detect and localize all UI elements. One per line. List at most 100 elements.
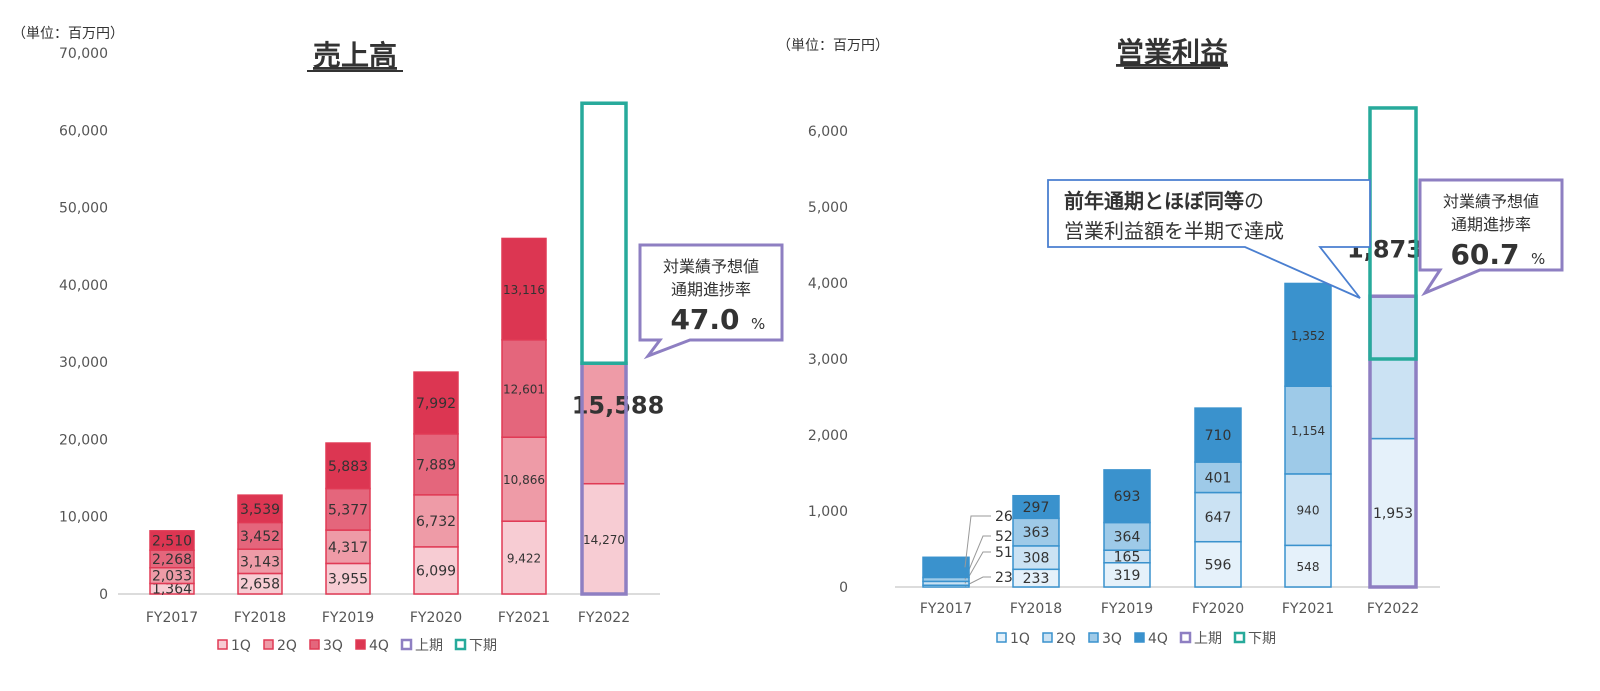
note-callout-box — [1047, 179, 1371, 299]
x-tick-label: FY2019 — [322, 610, 374, 626]
y-tick-label: 4,000 — [808, 276, 848, 292]
note-line2: 営業利益額を半期で達成 — [1064, 219, 1284, 243]
data-label: 3,143 — [240, 554, 280, 570]
x-tick-label: FY2018 — [1010, 601, 1062, 617]
first-half-outline — [1368, 294, 1418, 589]
data-label: 363 — [1023, 525, 1050, 541]
unit-label: （単位：百万円） — [12, 26, 124, 42]
bar-segment-fy2017-4q — [149, 530, 195, 551]
y-tick-label: 20,000 — [59, 432, 108, 448]
data-label-h1-q2: 15,588 — [572, 391, 665, 419]
legend-label: 1Q — [231, 638, 251, 654]
bar-segment-fy2020-2q — [413, 494, 459, 548]
note-bold: 前年通期とほぼ同等 — [1064, 189, 1244, 213]
legend-label: 3Q — [323, 638, 343, 654]
bar-segment-fy2018-3q — [237, 521, 283, 550]
data-label: 596 — [1205, 557, 1232, 573]
bar-segment-fy2019-4q — [1103, 469, 1151, 524]
note-rest: の — [1244, 189, 1264, 213]
bar-segment-fy2022-1q — [581, 482, 627, 595]
data-label: 5,883 — [328, 459, 368, 475]
chart-sales: 売上高 （単位：百万円） 0 10,000 20,000 30,000 40,000 50,0… — [12, 26, 784, 654]
bar-segment-fy2020-4q — [413, 371, 459, 435]
legend-swatch-3q — [1088, 632, 1099, 643]
x-tick-label: FY2022 — [578, 610, 630, 626]
y-tick-label: 70,000 — [59, 46, 108, 62]
legend-swatch-first-half — [1179, 631, 1192, 644]
bar-segment-fy2017-4q — [922, 556, 970, 579]
bar-segment-fy2020-1q — [1194, 540, 1242, 588]
bar-segment-fy2021-3q — [501, 339, 547, 438]
callout-line1: 対業績予想値 — [663, 257, 759, 276]
legend-swatch-3q — [309, 639, 320, 650]
data-label: 7,992 — [416, 396, 456, 412]
data-label: 647 — [1205, 510, 1232, 526]
legend-swatch-2q — [1042, 632, 1053, 643]
legend-label: 1Q — [1010, 631, 1030, 647]
data-label: 7,889 — [416, 457, 456, 473]
leader-line — [964, 515, 991, 568]
legend-label: 4Q — [1148, 631, 1168, 647]
callout-line1: 対業績予想値 — [1443, 192, 1539, 211]
leader-line — [964, 576, 991, 587]
y-tick-label: 10,000 — [59, 510, 108, 526]
legend-label: 4Q — [369, 638, 389, 654]
data-label: 165 — [1114, 549, 1141, 565]
data-label: 693 — [1114, 489, 1141, 505]
x-tick-label: FY2018 — [234, 610, 286, 626]
note-line1: 前年通期とほぼ同等の — [1064, 189, 1264, 213]
legend-label: 下期 — [1248, 631, 1276, 647]
data-label: 3,539 — [240, 502, 280, 518]
x-tick-label: FY2020 — [410, 610, 462, 626]
legend-label: 下期 — [469, 638, 497, 654]
data-label: 6,099 — [416, 563, 456, 579]
legend-label: 上期 — [415, 638, 443, 654]
y-tick-label: 3,000 — [808, 352, 848, 368]
bar-segment-fy2019-1q — [1103, 562, 1151, 588]
callout-line2: 通期進捗率 — [671, 280, 751, 299]
second-half-forecast-outline — [580, 101, 628, 365]
data-label: 9,422 — [507, 552, 541, 566]
data-label: 3,452 — [240, 529, 280, 545]
progress-rate-unit: % — [751, 315, 765, 333]
chart-operating-profit: 営業利益 （単位：百万円） 0 1,000 2,000 3,000 4,000 5,000 6,… — [777, 36, 1564, 647]
bar-segment-fy2021-4q — [1284, 282, 1332, 387]
data-label: 13,116 — [503, 283, 545, 297]
bar-segment-fy2020-1q — [413, 546, 459, 595]
bar-segment-fy2021-3q — [1284, 385, 1332, 475]
x-tick-label: FY2017 — [920, 601, 972, 617]
y-tick-label: 0 — [99, 587, 108, 603]
y-tick-label: 5,000 — [808, 200, 848, 216]
data-label: 23 — [995, 570, 1013, 586]
bar-segment-fy2021-1q — [1284, 544, 1332, 588]
legend-swatch-4q — [355, 639, 366, 650]
bar-segment-fy2021-2q — [501, 436, 547, 522]
legend-swatch-2q — [263, 639, 274, 650]
progress-rate-value: 47.0 — [670, 303, 739, 336]
data-label: 1,364 — [152, 582, 192, 598]
legend-swatch-second-half — [1233, 631, 1246, 644]
bar-segment-fy2019-3q — [1103, 521, 1151, 551]
bar-segment-fy2022-2q — [1369, 295, 1417, 440]
bar-segment-fy2019-4q — [325, 442, 371, 490]
legend-label: 3Q — [1102, 631, 1122, 647]
x-tick-label: FY2021 — [1282, 601, 1334, 617]
chart-title: 営業利益 — [1116, 36, 1228, 69]
y-tick-label: 1,000 — [808, 504, 848, 520]
leader-line — [964, 551, 991, 584]
data-label: 3,955 — [328, 572, 368, 588]
y-tick-label: 6,000 — [808, 124, 848, 140]
data-label: 233 — [1023, 571, 1050, 587]
data-label: 2,658 — [240, 577, 280, 593]
bar-segment-fy2018-3q — [1012, 517, 1060, 547]
data-label: 14,270 — [583, 533, 625, 547]
data-label: 6,732 — [416, 514, 456, 530]
bar-segment-fy2020-4q — [1194, 407, 1242, 463]
x-tick-label: FY2017 — [146, 610, 198, 626]
data-label: 5,377 — [328, 502, 368, 518]
legend-swatch-first-half — [400, 638, 413, 651]
bar-segment-fy2018-4q — [237, 494, 283, 524]
progress-callout-box — [1418, 178, 1564, 297]
bar-segment-fy2021-4q — [501, 237, 547, 341]
